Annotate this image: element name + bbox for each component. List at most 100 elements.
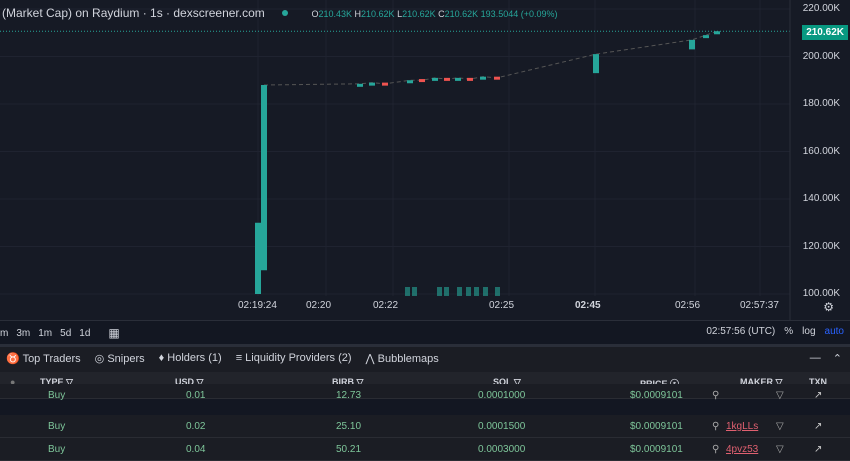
external-link-icon[interactable]: ↗ [814,390,823,401]
y-tick-label: 140.00K [802,193,840,204]
candle [593,54,599,74]
tab-liquidity-providers[interactable]: ≡ Liquidity Providers (2) [235,352,352,364]
candle [382,82,388,86]
type-cell: Buy [48,421,66,432]
change-value: (+0.09%) [520,9,558,19]
y-tick-label: 160.00K [802,145,840,157]
candle [357,83,363,87]
settings-gear-icon[interactable]: ⚙ [823,300,834,314]
candle [714,31,720,35]
y-tick-label: 100.00K [802,288,840,299]
chart-legend: (Market Cap) on Raydium · 1s · dexscreen… [2,6,558,20]
tab-snipers[interactable]: ◎ Snipers [94,353,145,365]
price-cell: $0.0009101 [630,421,683,432]
log-toggle[interactable]: log [802,326,816,337]
flame-icon: ● [10,377,16,387]
last-price-tag: 210.62K [802,25,848,40]
chart-canvas[interactable] [0,0,850,320]
header-usd[interactable]: USD ▽ [175,377,204,387]
x-tick-label: 02:45 [575,300,601,311]
header-txn: TXN [809,377,827,387]
auto-toggle[interactable]: auto [824,326,844,337]
volume-bar [457,287,462,296]
birb-cell: 12.73 [336,390,362,401]
low-value: 210.62K [402,9,436,19]
minimize-icon[interactable]: — [809,352,821,364]
usd-cell: 0.02 [186,421,206,432]
range-1m[interactable]: 1m [38,327,53,339]
x-tick-label: 02:22 [373,300,399,311]
filter-icon[interactable]: ▽ [776,390,784,401]
utc-clock[interactable]: 02:57:56 (UTC) [706,326,776,337]
candle [444,77,450,81]
x-tick-label: 02:57:37 [740,300,779,311]
usd-cell: 0.01 [186,390,206,401]
y-tick-label: 180.00K [802,98,840,109]
filter-icon[interactable]: ▽ [775,377,783,387]
maker-link[interactable]: 1kgLLs [726,421,759,432]
external-link-icon[interactable]: ↗ [814,421,823,432]
header-maker[interactable]: MAKER ▽ [740,377,783,387]
header-type[interactable]: TYPE ▽ [40,377,73,387]
table-row[interactable]: Buy 0.02 25.10 0.0001500 $0.0009101 ⚲ 1k… [0,415,850,438]
open-value: 210.43K [318,9,352,19]
candle [255,222,261,294]
candle [369,82,375,86]
y-tick-label: 200.00K [802,50,840,62]
range-5d[interactable]: 5d [60,327,72,339]
filter-icon[interactable]: ▽ [356,377,364,387]
range-1d[interactable]: 1d [79,327,91,339]
price-trace-line [263,30,718,86]
volume-bar [474,287,479,296]
chart-toolbar: m 3m 1m 5d 1d ▦ 02:57:56 (UTC) % log aut… [0,320,850,344]
calendar-goto-icon[interactable]: ▦ [108,326,120,340]
filter-icon[interactable]: ▽ [66,377,73,387]
candle [494,76,500,80]
y-tick-label: 120.00K [802,240,840,252]
candle [480,76,486,80]
candle [455,77,461,81]
bubblemaps-icon: ⋀ [365,353,378,365]
volume-bar [495,287,500,296]
chart-title: (Market Cap) on Raydium · 1s · dexscreen… [2,6,265,20]
candle [432,77,438,81]
filter-icon[interactable]: ▽ [196,377,204,387]
y-tick-label: 220.00K [802,3,840,14]
x-tick-label: 02:20 [306,300,332,311]
volume-bar [444,287,449,296]
birb-cell: 25.10 [336,421,362,432]
volume-bar [405,287,410,296]
candle [467,77,473,81]
sol-cell: 0.0001000 [478,390,526,401]
tab-holders[interactable]: ♦ Holders (1) [158,352,222,364]
gem-icon: ♦ [158,352,168,364]
target-icon: ◎ [94,353,108,365]
volume-bar [437,287,442,296]
wallet-icon: ⚲ [712,421,720,432]
table-row[interactable]: Buy 0.01 12.73 0.0001000 $0.0009101 ⚲ ▽ … [0,384,850,401]
sol-cell: 0.0001500 [478,421,526,432]
list-icon: ≡ [235,352,246,364]
volume-value: 193.5044 [480,9,519,19]
wallet-icon: ⚲ [712,390,720,401]
expand-icon[interactable]: ⌃ [832,353,842,365]
candle [703,35,709,39]
x-tick-label: 02:25 [489,300,515,311]
filter-icon[interactable]: ▽ [513,377,521,387]
candle [407,80,413,84]
high-value: 210.62K [361,9,395,19]
range-m[interactable]: m [0,327,9,339]
tab-top-traders[interactable]: ♉ Top Traders [6,353,81,365]
header-birb[interactable]: BIRB ▽ [332,377,364,387]
filter-icon[interactable]: ▽ [776,421,784,432]
trophy-icon: ♉ [6,353,23,365]
type-cell: Buy [48,390,66,401]
percent-toggle[interactable]: % [784,326,794,337]
status-dot-icon [282,10,289,16]
price-chart[interactable]: (Market Cap) on Raydium · 1s · dexscreen… [0,0,850,320]
range-3m[interactable]: 3m [16,327,31,339]
candle [419,79,425,83]
x-tick-label: 02:56 [675,300,701,311]
tab-bubblemaps[interactable]: ⋀ Bubblemaps [365,353,439,365]
header-sol[interactable]: SOL ▽ [493,377,521,387]
